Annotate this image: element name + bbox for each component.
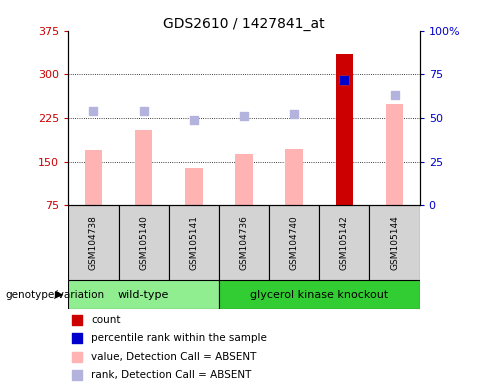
Text: percentile rank within the sample: percentile rank within the sample [91, 333, 267, 343]
Bar [386, 104, 404, 205]
Point [341, 76, 348, 83]
Bar [68, 280, 219, 309]
Point [89, 108, 97, 114]
Text: value, Detection Call = ABSENT: value, Detection Call = ABSENT [91, 352, 257, 362]
Bar [285, 149, 303, 205]
Bar [235, 154, 253, 205]
Text: GSM105141: GSM105141 [189, 215, 198, 270]
Point [341, 76, 348, 83]
Point [73, 354, 81, 360]
Point [140, 108, 147, 114]
Point [240, 113, 248, 119]
Text: GSM104738: GSM104738 [89, 215, 98, 270]
Bar [119, 205, 169, 280]
Bar [219, 280, 420, 309]
Point [290, 111, 298, 117]
Text: GDS2610 / 1427841_at: GDS2610 / 1427841_at [163, 17, 325, 31]
Text: count: count [91, 315, 121, 325]
Bar [369, 205, 420, 280]
Text: GSM105144: GSM105144 [390, 215, 399, 270]
Point [391, 92, 399, 98]
Point [73, 372, 81, 378]
Bar [84, 150, 102, 205]
Bar [185, 167, 203, 205]
Text: GSM104736: GSM104736 [240, 215, 248, 270]
Text: rank, Detection Call = ABSENT: rank, Detection Call = ABSENT [91, 370, 251, 380]
Text: glycerol kinase knockout: glycerol kinase knockout [250, 290, 388, 300]
Bar [336, 54, 353, 205]
Text: GSM105142: GSM105142 [340, 215, 349, 270]
Text: genotype/variation: genotype/variation [5, 290, 104, 300]
Point [73, 335, 81, 341]
Point [190, 117, 198, 123]
Bar [336, 54, 353, 205]
Text: GSM105140: GSM105140 [139, 215, 148, 270]
Text: GSM104740: GSM104740 [290, 215, 299, 270]
Point [73, 317, 81, 323]
Bar [269, 205, 319, 280]
Bar [169, 205, 219, 280]
Bar [68, 205, 119, 280]
Bar [219, 205, 269, 280]
Text: wild-type: wild-type [118, 290, 169, 300]
Bar [135, 130, 152, 205]
Bar [319, 205, 369, 280]
